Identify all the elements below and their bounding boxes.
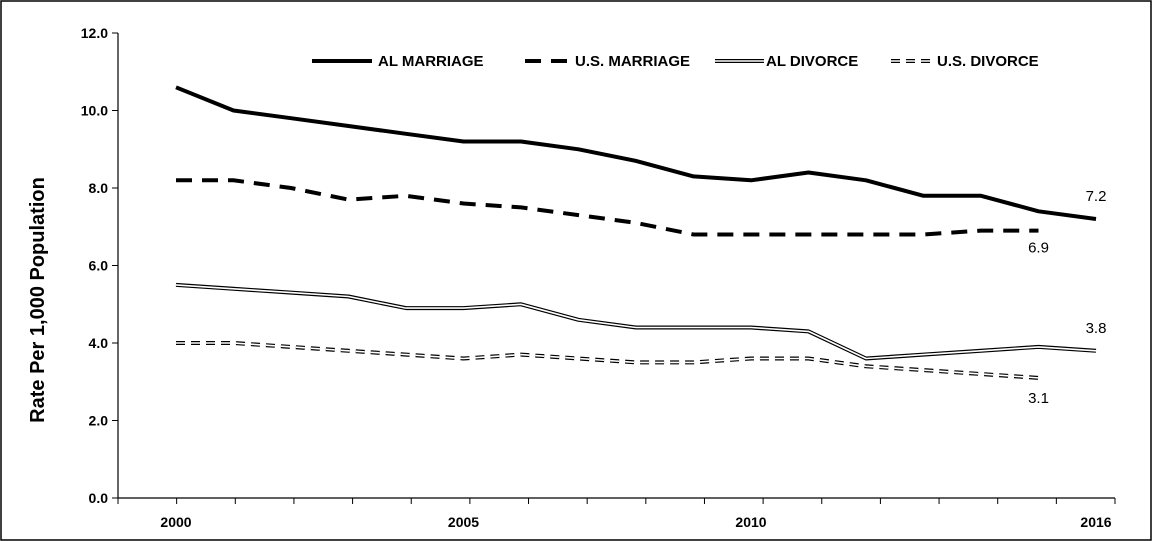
x-tick-label: 2010 <box>735 514 766 530</box>
y-axis-label: Rate Per 1,000 Population <box>27 177 49 423</box>
series-line <box>176 178 1039 237</box>
x-tick-label: 2000 <box>160 514 191 530</box>
axes: 0.0 2.0 4.0 6.0 8.0 10.0 12.0 2000 2005 2010 2016 <box>81 25 1116 530</box>
series-u-s-divorce <box>176 341 1039 380</box>
series-line-inner <box>176 342 1039 379</box>
end-labels: 7.2 6.9 3.8 3.1 <box>1028 188 1106 407</box>
series-al-marriage <box>175 85 1097 221</box>
x-tick-label: 2005 <box>448 514 479 530</box>
y-tick-label: 2.0 <box>89 413 109 429</box>
legend-label: AL DIVORCE <box>766 53 858 70</box>
y-tick-label: 10.0 <box>81 103 108 119</box>
data-label: 7.2 <box>1086 188 1107 205</box>
series-line-inner <box>175 284 1097 360</box>
legend-item: U.S. MARRIAGE <box>525 53 690 70</box>
legend-item: AL DIVORCE <box>715 53 858 70</box>
y-tick-label: 8.0 <box>89 180 109 196</box>
x-tick-label: 2016 <box>1080 514 1111 530</box>
series-u-s-marriage <box>176 178 1039 237</box>
legend-label: AL MARRIAGE <box>378 53 484 70</box>
data-label: 3.8 <box>1086 320 1107 337</box>
legend: AL MARRIAGE U.S. MARRIAGE AL DIVORCE U.S. D… <box>312 53 1039 70</box>
data-label: 6.9 <box>1028 240 1049 257</box>
legend-label: U.S. MARRIAGE <box>575 53 690 70</box>
legend-label: U.S. DIVORCE <box>937 53 1039 70</box>
legend-item: U.S. DIVORCE <box>891 53 1039 70</box>
y-tick-label: 6.0 <box>89 258 109 274</box>
y-tick-label: 4.0 <box>89 335 109 351</box>
y-tick-label: 12.0 <box>81 25 108 41</box>
y-tick-label: 0.0 <box>89 490 109 506</box>
data-label: 3.1 <box>1028 390 1049 407</box>
legend-item: AL MARRIAGE <box>312 53 484 70</box>
series-lines <box>175 85 1097 380</box>
series-al-divorce <box>175 282 1097 361</box>
series-line <box>175 85 1097 221</box>
